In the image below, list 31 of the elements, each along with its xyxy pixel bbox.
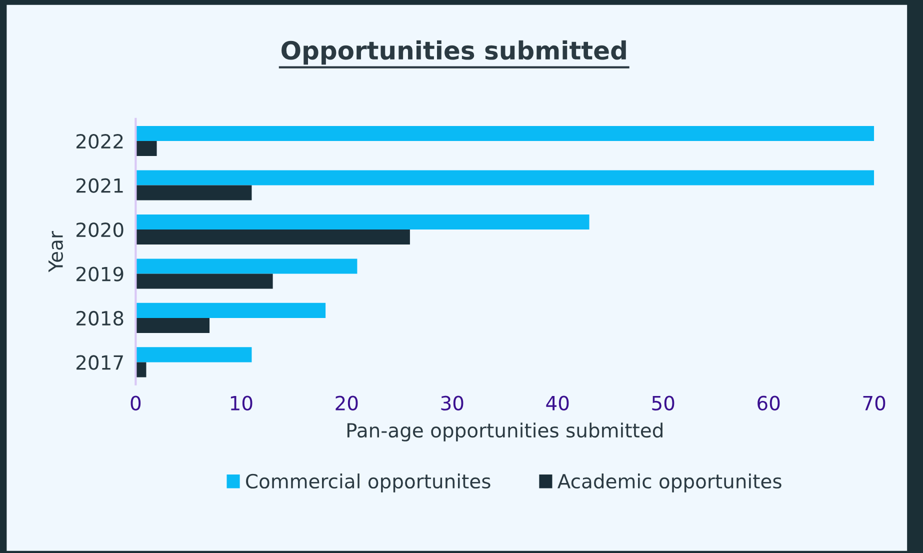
y-tick-label: 2019: [76, 266, 124, 282]
bar: [136, 126, 874, 142]
x-tick-label: 60: [758, 396, 780, 410]
x-tick-label: 40: [546, 396, 569, 410]
legend-label: Commercial opportunites: [246, 474, 490, 492]
bar: [136, 347, 252, 362]
x-tick-label: 0: [130, 396, 141, 410]
bar: [136, 302, 326, 318]
y-tick-label: 2018: [76, 310, 124, 326]
chart-title: Opportunities submitted: [282, 40, 626, 65]
y-tick-label: 2022: [76, 134, 123, 149]
bar: [136, 170, 874, 186]
bar: [136, 318, 210, 334]
bar: [136, 214, 590, 230]
y-tick-label: 2021: [76, 178, 123, 193]
x-axis-title: Pan-age opportunities submitted: [347, 422, 662, 442]
x-tick-label: 20: [336, 396, 358, 410]
bar: [136, 258, 358, 274]
legend-label: Academic opportunites: [558, 474, 782, 492]
bar: [136, 185, 252, 200]
x-tick-label: 70: [863, 396, 886, 410]
y-axis-title: Year: [48, 231, 63, 272]
bar: [136, 362, 146, 378]
bar: [136, 274, 273, 289]
x-tick-label: 50: [652, 396, 674, 410]
bar: [136, 229, 410, 245]
y-tick-label: 2020: [76, 222, 124, 238]
x-tick-label: 30: [441, 396, 464, 410]
bar: [136, 141, 157, 156]
x-tick-label: 10: [230, 396, 252, 410]
y-tick-label: 2017: [76, 355, 123, 370]
